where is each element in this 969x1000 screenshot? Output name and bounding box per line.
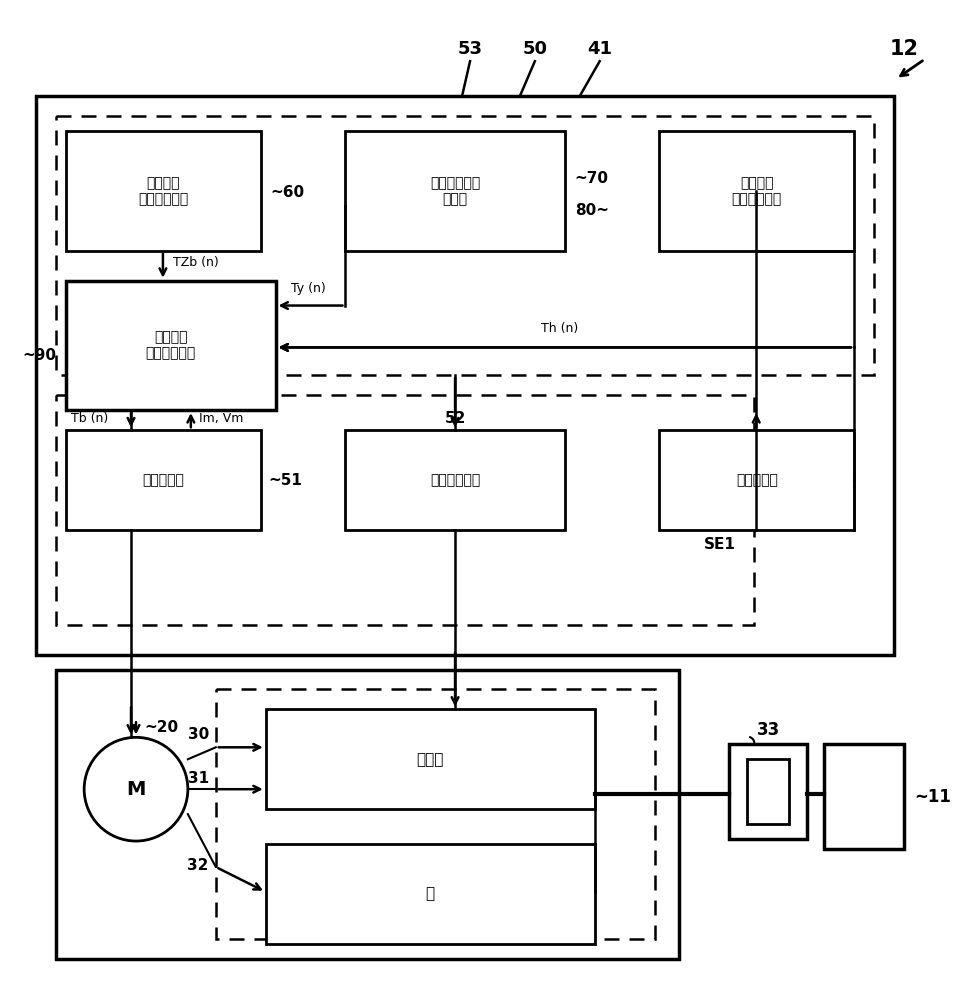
- Bar: [345, 430, 564, 530]
- Bar: [56, 116, 873, 375]
- Text: ~90: ~90: [22, 348, 56, 363]
- Bar: [66, 131, 261, 251]
- Text: M: M: [126, 780, 145, 799]
- Text: 泵: 泵: [425, 886, 434, 901]
- Bar: [746, 759, 789, 824]
- Text: Ty (n): Ty (n): [291, 282, 325, 295]
- Bar: [36, 96, 892, 655]
- Bar: [66, 430, 261, 530]
- Text: 电磁阀: 电磁阀: [416, 752, 444, 767]
- Bar: [729, 744, 806, 839]
- Text: ~70: ~70: [575, 171, 609, 186]
- Text: SE1: SE1: [703, 537, 735, 552]
- Text: 温度传感器: 温度传感器: [735, 473, 777, 487]
- Bar: [824, 744, 903, 849]
- Text: 53: 53: [457, 40, 482, 58]
- Text: 41: 41: [586, 40, 611, 58]
- Bar: [266, 844, 594, 944]
- Bar: [266, 709, 594, 809]
- Bar: [66, 281, 275, 410]
- Text: Tb (n): Tb (n): [71, 412, 109, 425]
- Bar: [659, 430, 853, 530]
- Bar: [345, 131, 564, 251]
- Bar: [659, 131, 853, 251]
- Text: ~60: ~60: [270, 185, 304, 200]
- Bar: [56, 670, 678, 959]
- Text: 12: 12: [889, 39, 918, 59]
- Text: ~11: ~11: [913, 788, 950, 806]
- Text: ~20: ~20: [143, 720, 178, 735]
- Bar: [215, 689, 654, 939]
- Text: ~51: ~51: [268, 473, 302, 488]
- Text: 电磁阀控制部: 电磁阀控制部: [429, 473, 480, 487]
- Text: 马达控制部: 马达控制部: [142, 473, 184, 487]
- Text: 33: 33: [756, 721, 779, 739]
- Text: 壳体温度
推定値运算部: 壳体温度 推定値运算部: [731, 176, 781, 206]
- Text: 电刷温度
暂定値运算部: 电刷温度 暂定値运算部: [139, 176, 188, 206]
- Text: Im, Vm: Im, Vm: [199, 412, 243, 425]
- Bar: [56, 395, 754, 625]
- Text: 52: 52: [444, 411, 465, 426]
- Text: 30: 30: [187, 727, 208, 742]
- Text: Th (n): Th (n): [541, 322, 578, 335]
- Text: 轴温度推定値
运算部: 轴温度推定値 运算部: [429, 176, 480, 206]
- Text: TZb (n): TZb (n): [172, 256, 218, 269]
- Text: 32: 32: [187, 858, 208, 873]
- Text: 31: 31: [187, 771, 208, 786]
- Text: 50: 50: [522, 40, 547, 58]
- Text: 电刷温度
推定値确定部: 电刷温度 推定値确定部: [145, 330, 196, 361]
- Text: 80~: 80~: [575, 203, 609, 218]
